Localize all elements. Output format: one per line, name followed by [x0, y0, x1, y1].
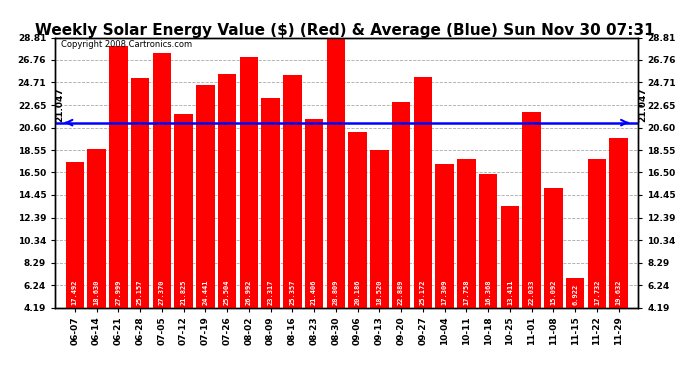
- Text: 17.758: 17.758: [464, 280, 469, 305]
- Text: 17.732: 17.732: [594, 280, 600, 305]
- Text: 17.309: 17.309: [442, 280, 448, 305]
- Bar: [88, 149, 106, 308]
- Bar: [392, 102, 411, 308]
- Bar: [152, 53, 171, 307]
- Bar: [326, 38, 345, 308]
- Text: 15.092: 15.092: [551, 280, 556, 305]
- Text: 21.825: 21.825: [181, 280, 186, 305]
- Bar: [370, 150, 388, 308]
- Text: 21.406: 21.406: [311, 280, 317, 305]
- Bar: [196, 86, 215, 308]
- Text: 17.492: 17.492: [72, 280, 78, 305]
- Text: 21.047: 21.047: [638, 87, 647, 122]
- Text: 18.630: 18.630: [94, 280, 99, 305]
- Text: 18.520: 18.520: [376, 280, 382, 305]
- Text: 22.033: 22.033: [529, 280, 535, 305]
- Bar: [218, 74, 236, 308]
- Bar: [479, 174, 497, 308]
- Bar: [435, 164, 454, 308]
- Bar: [588, 159, 606, 308]
- Bar: [175, 114, 193, 308]
- Text: 25.172: 25.172: [420, 280, 426, 305]
- Text: 26.992: 26.992: [246, 280, 252, 305]
- Bar: [131, 78, 149, 308]
- Text: Copyright 2008 Cartronics.com: Copyright 2008 Cartronics.com: [61, 40, 192, 49]
- Bar: [348, 132, 367, 308]
- Text: 20.186: 20.186: [355, 280, 361, 305]
- Bar: [522, 112, 541, 308]
- Text: 24.441: 24.441: [202, 280, 208, 305]
- Bar: [566, 278, 584, 308]
- Bar: [609, 138, 628, 308]
- Text: 27.370: 27.370: [159, 280, 165, 305]
- Text: 28.809: 28.809: [333, 280, 339, 305]
- Bar: [305, 119, 324, 308]
- Bar: [66, 162, 84, 308]
- Text: 6.922: 6.922: [572, 284, 578, 305]
- Bar: [413, 77, 432, 308]
- Text: 23.317: 23.317: [268, 280, 273, 305]
- Bar: [501, 206, 519, 308]
- Text: 19.632: 19.632: [615, 280, 622, 305]
- Bar: [239, 57, 258, 308]
- Text: 27.999: 27.999: [115, 280, 121, 305]
- Bar: [457, 159, 475, 308]
- Text: 16.368: 16.368: [485, 280, 491, 305]
- Text: 25.157: 25.157: [137, 280, 143, 305]
- Bar: [544, 188, 562, 308]
- Text: 25.504: 25.504: [224, 280, 230, 305]
- Bar: [283, 75, 302, 308]
- Bar: [262, 98, 280, 308]
- Text: 25.357: 25.357: [289, 280, 295, 305]
- Text: 21.047: 21.047: [55, 87, 64, 122]
- Text: 22.889: 22.889: [398, 280, 404, 305]
- Text: 13.411: 13.411: [507, 280, 513, 305]
- Text: Weekly Solar Energy Value ($) (Red) & Average (Blue) Sun Nov 30 07:31: Weekly Solar Energy Value ($) (Red) & Av…: [35, 22, 655, 38]
- Bar: [109, 46, 128, 308]
